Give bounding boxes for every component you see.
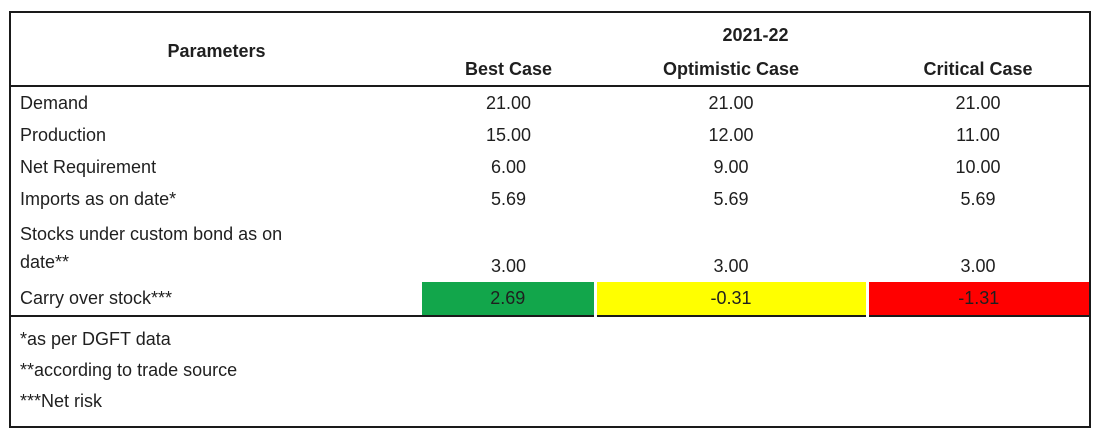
value-cell: 12.00 <box>708 124 754 145</box>
table-row-production: Production 15.00 12.00 11.00 <box>10 119 1090 151</box>
value-cell-critical-highlight: -1.31 <box>865 282 1091 316</box>
footnote-dgft: *as per DGFT data <box>20 329 171 349</box>
case-header-critical: Critical Case <box>923 58 1033 79</box>
case-header-best: Best Case <box>464 58 553 79</box>
value-cell: 10.00 <box>955 156 1001 177</box>
footnote-net-risk: ***Net risk <box>20 391 103 411</box>
footnotes-cell: *as per DGFT data **according to trade s… <box>10 316 1090 427</box>
row-label: Carry over stock*** <box>20 288 173 308</box>
row-label: Demand <box>20 92 89 113</box>
footnotes-row: *as per DGFT data **according to trade s… <box>10 316 1090 427</box>
value-cell: 11.00 <box>956 124 1000 145</box>
value-cell: 21.00 <box>485 92 532 113</box>
value-cell: 3.00 <box>960 256 996 276</box>
value-cell: 5.69 <box>490 188 527 209</box>
value-cell: 21.00 <box>708 92 754 113</box>
value-cell: 5.69 <box>713 188 749 209</box>
row-label: Production <box>20 124 107 145</box>
table-row-demand: Demand 21.00 21.00 21.00 <box>10 86 1090 119</box>
value-cell: 6.00 <box>490 156 527 177</box>
value-cell: 5.69 <box>960 188 996 209</box>
row-label-text: Stocks under custom bond as on date** <box>20 223 283 272</box>
value-cell: 9.00 <box>713 156 749 177</box>
value-cell: 3.00 <box>713 256 749 276</box>
row-label: Stocks under custom bond as on date** <box>10 215 422 282</box>
value-cell-optimistic-highlight: -0.31 <box>593 282 867 316</box>
parameters-table: Parameters 2021-22 Best Case Optimistic … <box>9 11 1092 428</box>
table-row-carry-over-stock: Carry over stock*** 2.69 -0.31 -1.31 <box>10 282 1091 316</box>
table-row-net-requirement: Net Requirement 6.00 9.00 10.00 <box>10 151 1090 183</box>
param-header-cell: Parameters <box>167 40 266 61</box>
year-header-cell: 2021-22 <box>722 24 789 45</box>
value-cell: 3.00 <box>490 256 527 276</box>
value-cell-best-highlight: 2.69 <box>422 282 595 316</box>
row-label: Net Requirement <box>20 156 157 177</box>
value-cell: 15.00 <box>485 124 532 145</box>
table-frame: Parameters 2021-22 Best Case Optimistic … <box>9 11 1092 428</box>
value-cell: 21.00 <box>955 92 1001 113</box>
row-label: Imports as on date* <box>20 188 177 209</box>
table-row-stocks-custom-bond: Stocks under custom bond as on date** 3.… <box>10 215 1090 282</box>
footnote-trade-source: **according to trade source <box>20 360 238 380</box>
table-row-imports: Imports as on date* 5.69 5.69 5.69 <box>10 183 1090 215</box>
case-header-optimistic: Optimistic Case <box>662 58 800 79</box>
